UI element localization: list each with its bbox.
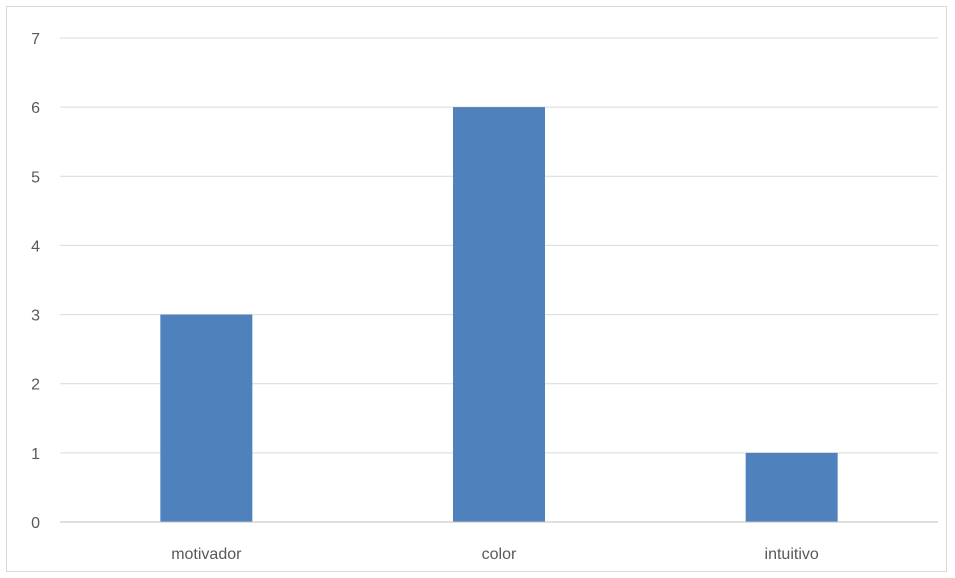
y-tick-label: 2 bbox=[31, 377, 40, 394]
bar-intuitivo bbox=[745, 452, 838, 522]
bar-motivador bbox=[160, 314, 253, 522]
y-tick-label: 6 bbox=[31, 100, 40, 117]
bar-color bbox=[453, 107, 545, 523]
x-tick-label: color bbox=[482, 546, 517, 563]
x-tick-label: intuitivo bbox=[765, 546, 819, 563]
y-tick-label: 0 bbox=[31, 515, 40, 532]
y-tick-label: 3 bbox=[31, 308, 40, 325]
x-tick-label: motivador bbox=[171, 546, 242, 563]
bars bbox=[160, 107, 838, 523]
y-tick-label: 7 bbox=[31, 31, 40, 48]
y-tick-label: 5 bbox=[31, 169, 40, 186]
y-tick-label: 4 bbox=[31, 238, 40, 255]
x-tick-labels: motivador color intuitivo bbox=[171, 546, 819, 563]
y-tick-labels: 0 1 2 3 4 5 6 7 bbox=[31, 31, 40, 532]
y-tick-label: 1 bbox=[31, 446, 40, 463]
